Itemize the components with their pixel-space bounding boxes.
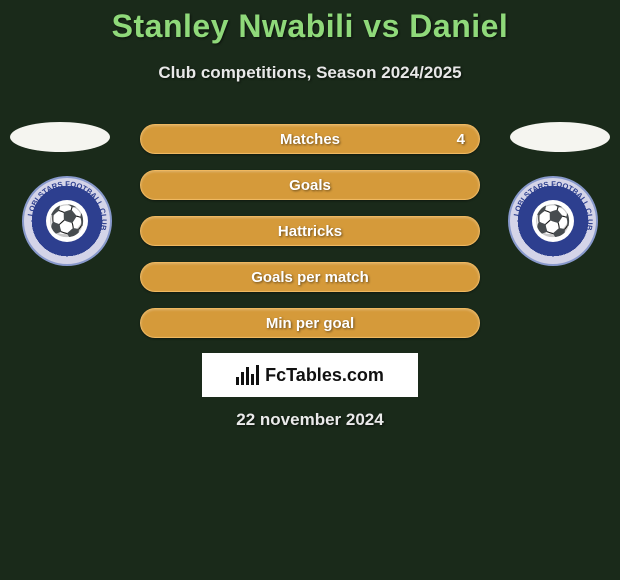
stat-label: Hattricks xyxy=(278,223,342,240)
club-ring-text-right: LOBI STARS FOOTBALL CLUB xyxy=(510,178,596,264)
svg-text:LOBI STARS FOOTBALL CLUB: LOBI STARS FOOTBALL CLUB xyxy=(26,180,109,232)
bar-chart-icon xyxy=(236,365,259,385)
stat-value-right: 4 xyxy=(457,131,465,148)
subtitle: Club competitions, Season 2024/2025 xyxy=(0,63,620,83)
svg-text:LOBI STARS FOOTBALL CLUB: LOBI STARS FOOTBALL CLUB xyxy=(512,180,595,232)
stat-label: Goals per match xyxy=(251,269,369,286)
stat-row-matches: Matches 4 xyxy=(140,124,480,154)
stat-label: Goals xyxy=(289,177,331,194)
brand-box: FcTables.com xyxy=(202,353,418,397)
brand-text: FcTables.com xyxy=(265,365,384,386)
stat-label: Matches xyxy=(280,131,340,148)
jersey-right xyxy=(510,122,610,152)
club-badge-right: LOBI STARS FOOTBALL CLUB xyxy=(508,176,598,266)
stat-row-min-per-goal: Min per goal xyxy=(140,308,480,338)
stat-row-goals-per-match: Goals per match xyxy=(140,262,480,292)
date-text: 22 november 2024 xyxy=(0,410,620,430)
stat-row-hattricks: Hattricks xyxy=(140,216,480,246)
page-title: Stanley Nwabili vs Daniel xyxy=(0,0,620,45)
stat-row-goals: Goals xyxy=(140,170,480,200)
jersey-left xyxy=(10,122,110,152)
stat-label: Min per goal xyxy=(266,315,354,332)
club-ring-text-left: LOBI STARS FOOTBALL CLUB xyxy=(24,178,110,264)
club-badge-left: LOBI STARS FOOTBALL CLUB xyxy=(22,176,112,266)
stats-table: Matches 4 Goals Hattricks Goals per matc… xyxy=(140,124,480,354)
